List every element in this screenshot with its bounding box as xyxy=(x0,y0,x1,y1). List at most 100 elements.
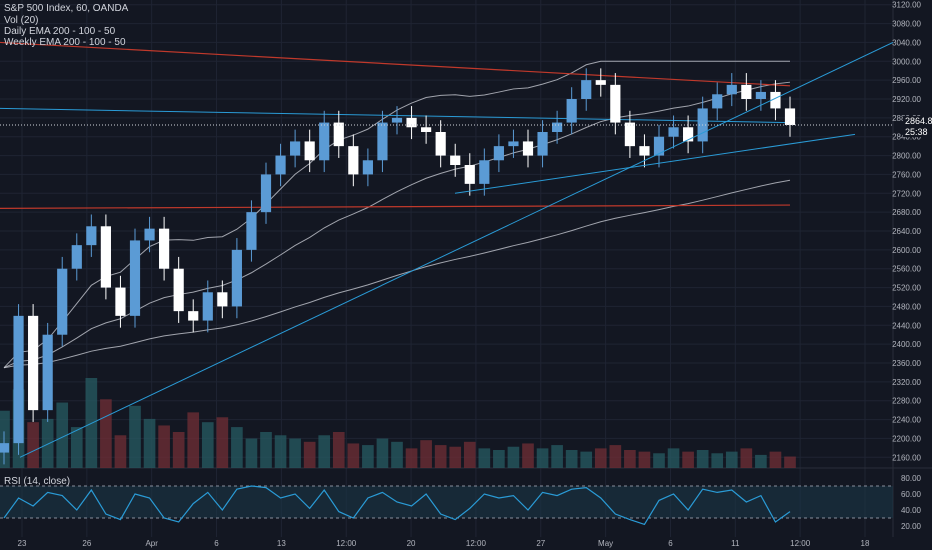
candle-body xyxy=(784,108,796,126)
daily-ema-legend[interactable]: Daily EMA 200 - 100 - 50 xyxy=(4,26,116,37)
candle-body xyxy=(362,160,373,175)
x-tick-label: 20 xyxy=(407,539,416,548)
candle-body xyxy=(129,240,141,316)
candle-body xyxy=(202,292,213,321)
y-tick-label: 2440.00 xyxy=(892,321,921,330)
x-tick-label: 12:00 xyxy=(336,539,357,548)
volume-bar xyxy=(667,448,680,468)
candle-body xyxy=(377,122,388,161)
volume-bar xyxy=(434,445,447,468)
x-tick-label: 12:00 xyxy=(466,539,487,548)
candle-body xyxy=(522,141,534,156)
volume-bar xyxy=(201,422,214,468)
volume-legend[interactable]: Vol (20) xyxy=(4,15,39,26)
volume-bar xyxy=(784,456,796,468)
candle-body xyxy=(566,99,577,123)
volume-bar xyxy=(56,402,69,468)
last-price-tag: 2864.8 xyxy=(903,116,932,126)
rsi-tick-label: 60.00 xyxy=(901,490,922,499)
y-tick-label: 2840.00 xyxy=(892,133,921,142)
candle-body xyxy=(275,155,286,175)
candle-body xyxy=(755,91,766,99)
volume-bar xyxy=(362,445,374,468)
candle-body xyxy=(741,84,752,99)
volume-bar xyxy=(187,412,200,468)
candle-body xyxy=(770,91,781,109)
y-tick-label: 2520.00 xyxy=(892,284,921,293)
x-tick-label: 26 xyxy=(82,539,91,548)
y-tick-label: 2960.00 xyxy=(892,76,921,85)
candle-body xyxy=(0,443,10,453)
volume-bar xyxy=(158,425,170,468)
y-tick-label: 3040.00 xyxy=(892,38,921,47)
volume-bar xyxy=(624,450,636,468)
volume-bar xyxy=(522,443,534,468)
candle-body xyxy=(333,122,344,147)
volume-bar xyxy=(580,451,593,468)
volume-bar xyxy=(551,445,563,468)
volume-bar xyxy=(507,446,520,468)
volume-bar xyxy=(740,448,753,468)
candle-body xyxy=(421,127,432,132)
y-tick-label: 3080.00 xyxy=(892,20,921,29)
rsi-tick-label: 80.00 xyxy=(901,474,922,483)
candle-body xyxy=(479,160,490,184)
candle-body xyxy=(464,165,475,184)
y-tick-label: 2800.00 xyxy=(892,152,921,161)
rsi-legend[interactable]: RSI (14, close) xyxy=(4,476,71,487)
candle-body xyxy=(86,226,97,246)
candle-body xyxy=(304,141,315,161)
candle-body xyxy=(391,117,403,123)
rsi-tick-label: 20.00 xyxy=(901,522,922,531)
volume-bar xyxy=(260,432,272,468)
volume-bar xyxy=(391,441,403,468)
y-tick-label: 2280.00 xyxy=(892,397,921,406)
x-tick-label: 6 xyxy=(668,539,673,548)
x-tick-label: 12:00 xyxy=(790,539,811,548)
rsi-band xyxy=(0,486,893,518)
weekly-ema-legend[interactable]: Weekly EMA 200 - 100 - 50 xyxy=(4,37,126,48)
candle-body xyxy=(712,94,723,109)
symbol-legend[interactable]: S&P 500 Index, 60, OANDA xyxy=(4,3,129,14)
volume-bar xyxy=(0,410,10,468)
trendline-short xyxy=(454,133,856,194)
x-tick-label: 27 xyxy=(536,539,545,548)
volume-bar xyxy=(216,417,229,468)
volume-bar xyxy=(653,453,665,468)
y-tick-label: 2640.00 xyxy=(892,227,921,236)
candle-body xyxy=(71,245,82,269)
volume-bar xyxy=(274,435,287,468)
x-tick-label: 23 xyxy=(18,539,27,548)
candle-body xyxy=(28,315,39,411)
volume-bar xyxy=(565,450,578,468)
x-tick-label: 6 xyxy=(214,539,219,548)
y-tick-label: 2400.00 xyxy=(892,340,921,349)
x-tick-label: Apr xyxy=(145,539,158,548)
volume-bar xyxy=(696,450,709,468)
candle-body xyxy=(537,132,548,156)
candle-body xyxy=(217,292,228,307)
candle-body xyxy=(260,174,272,213)
candle-body xyxy=(610,84,621,123)
candle-body xyxy=(493,146,504,161)
y-tick-label: 2200.00 xyxy=(892,434,921,443)
volume-bar xyxy=(129,405,141,468)
volume-bar xyxy=(711,453,724,468)
volume-bar xyxy=(449,446,462,468)
y-tick-label: 2600.00 xyxy=(892,246,921,255)
candle-body xyxy=(508,141,519,147)
y-tick-label: 2680.00 xyxy=(892,208,921,217)
candle-body xyxy=(581,80,592,99)
rsi-tick-label: 40.00 xyxy=(901,506,922,515)
candle-body xyxy=(290,141,301,156)
volume-bar xyxy=(463,441,476,468)
volume-bar xyxy=(638,451,651,468)
y-tick-label: 2320.00 xyxy=(892,378,921,387)
candle-body xyxy=(173,268,184,312)
volume-bar xyxy=(478,448,491,468)
candle-body xyxy=(348,146,359,175)
volume-bar xyxy=(70,427,83,468)
volume-bar xyxy=(41,418,54,468)
candle-body xyxy=(42,334,53,411)
